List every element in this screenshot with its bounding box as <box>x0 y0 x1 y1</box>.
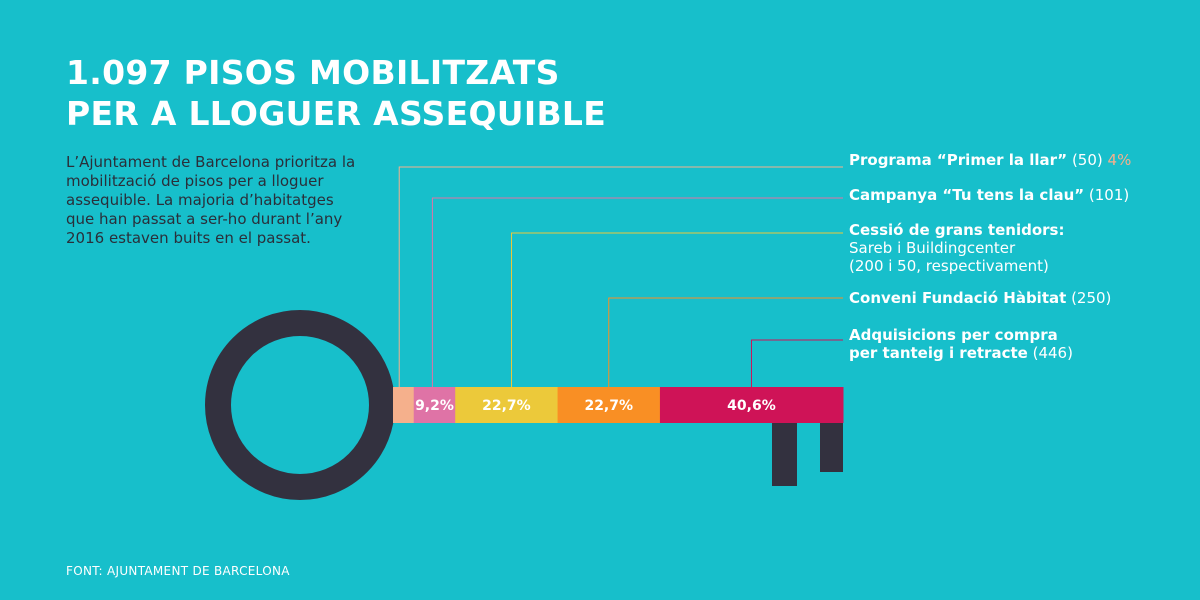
bar-segment-5 <box>659 387 844 423</box>
legend-count: (50) <box>1071 151 1103 169</box>
leader-line-2 <box>431 197 843 387</box>
leader-line-3 <box>511 232 843 387</box>
legend-item-1: Programa “Primer la llar” (50) 4% <box>849 151 1131 169</box>
legend-percent: 4% <box>1107 151 1132 169</box>
page-title: 1.097 PISOS MOBILITZATS PER A LLOGUER AS… <box>66 52 606 134</box>
legend-label: Adquisicions per compra <box>849 326 1058 344</box>
bar-data-label-2: 9,2% <box>415 398 454 414</box>
bar-data-label-3: 22,7% <box>482 398 531 414</box>
key-tooth-2 <box>820 420 843 472</box>
legend-item-2: Campanya “Tu tens la clau” (101) <box>849 186 1129 204</box>
legend-count: (101) <box>1088 186 1130 204</box>
leader-line-4 <box>608 297 843 387</box>
intro-text: L’Ajuntament de Barcelona prioritza la m… <box>66 153 356 247</box>
legend-count: (250) <box>1071 289 1112 307</box>
leader-line-5 <box>750 339 843 387</box>
title-line-2: PER A LLOGUER ASSEQUIBLE <box>66 94 607 133</box>
bar-segment-1 <box>393 387 415 423</box>
legend-item-5: Adquisicions per compra per tanteig i ret… <box>849 326 1073 362</box>
legend-count: (446) <box>1032 344 1073 362</box>
legend-label: Programa “Primer la llar” <box>849 151 1068 169</box>
legend-detail: (200 i 50, respectivament) <box>849 257 1049 275</box>
legend-item-3: Cessió de grans tenidors: Sareb i Buildin… <box>849 221 1064 275</box>
legend-label: Conveni Fundació Hàbitat <box>849 289 1067 307</box>
legend-label: Cessió de grans tenidors: <box>849 221 1065 239</box>
bar-data-label-4: 22,7% <box>584 398 633 414</box>
bar-segment-2 <box>413 387 456 423</box>
bar-segment-4 <box>557 387 661 423</box>
legend-label: Campanya “Tu tens la clau” <box>849 186 1085 204</box>
legend-detail: Sareb i Buildingcenter <box>849 239 1016 257</box>
legend-item-4: Conveni Fundació Hàbitat (250) <box>849 289 1111 307</box>
legend-label: per tanteig i retracte <box>849 344 1028 362</box>
bar-data-label-5: 40,6% <box>727 398 776 414</box>
source-note: FONT: AJUNTAMENT DE BARCELONA <box>66 564 290 578</box>
key-tooth-1 <box>772 420 797 486</box>
key-ring <box>205 310 395 500</box>
bar-segment-3 <box>455 387 559 423</box>
title-line-1: 1.097 PISOS MOBILITZATS <box>66 53 560 92</box>
leader-line-1 <box>398 166 843 387</box>
